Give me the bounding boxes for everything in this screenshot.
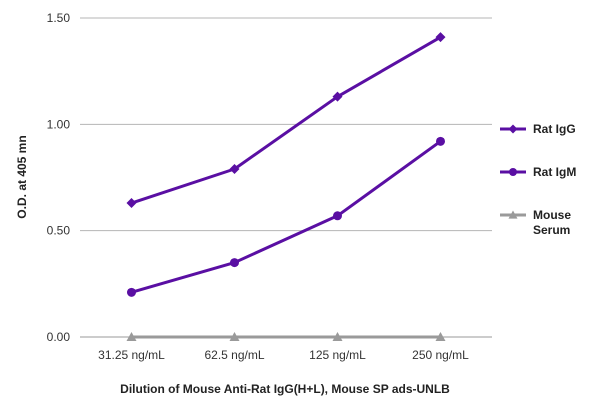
x-tick-label: 31.25 ng/mL: [98, 348, 165, 362]
data-point: [126, 332, 137, 341]
data-point: [435, 332, 446, 341]
y-axis-tick-labels: 0.00 0.50 1.00 1.50: [47, 11, 71, 344]
series-mouse-serum: [126, 332, 446, 341]
legend-item-rat-igg: Rat IgG: [500, 122, 576, 136]
data-point: [127, 287, 136, 297]
legend-item-rat-igm: Rat IgM: [500, 165, 576, 179]
x-tick-label: 250 ng/mL: [412, 348, 469, 362]
legend-marker: [509, 168, 517, 176]
data-point: [332, 91, 343, 102]
x-tick-label: 62.5 ng/mL: [204, 348, 264, 362]
data-point: [230, 258, 239, 268]
legend-label: Rat IgG: [533, 122, 576, 136]
data-point: [126, 198, 137, 209]
y-tick-label: 0.50: [47, 224, 71, 238]
data-point: [435, 32, 446, 43]
legend-marker: [508, 124, 518, 134]
series-layer: [126, 32, 446, 341]
data-point: [229, 332, 240, 341]
legend-label: Mouse: [533, 208, 571, 222]
series-line: [131, 140, 442, 294]
data-point: [436, 136, 445, 146]
legend-label: Rat IgM: [533, 165, 576, 179]
legend-marker: [508, 210, 518, 219]
y-tick-label: 1.00: [47, 117, 71, 131]
series-rat-igg: [126, 32, 446, 209]
series-line: [131, 35, 442, 205]
y-tick-label: 0.00: [47, 330, 71, 344]
series-rat-igm: [127, 136, 445, 297]
x-tick-label: 125 ng/mL: [309, 348, 366, 362]
data-point: [229, 163, 240, 174]
data-point: [333, 211, 342, 221]
x-axis-title: Dilution of Mouse Anti-Rat IgG(H+L), Mou…: [120, 382, 450, 396]
y-axis-title: O.D. at 405 mn: [15, 135, 29, 218]
y-tick-label: 1.50: [47, 11, 71, 25]
legend-label: Serum: [533, 223, 570, 237]
x-axis-tick-labels: 31.25 ng/mL 62.5 ng/mL 125 ng/mL 250 ng/mL: [98, 348, 469, 362]
data-point: [332, 332, 343, 341]
